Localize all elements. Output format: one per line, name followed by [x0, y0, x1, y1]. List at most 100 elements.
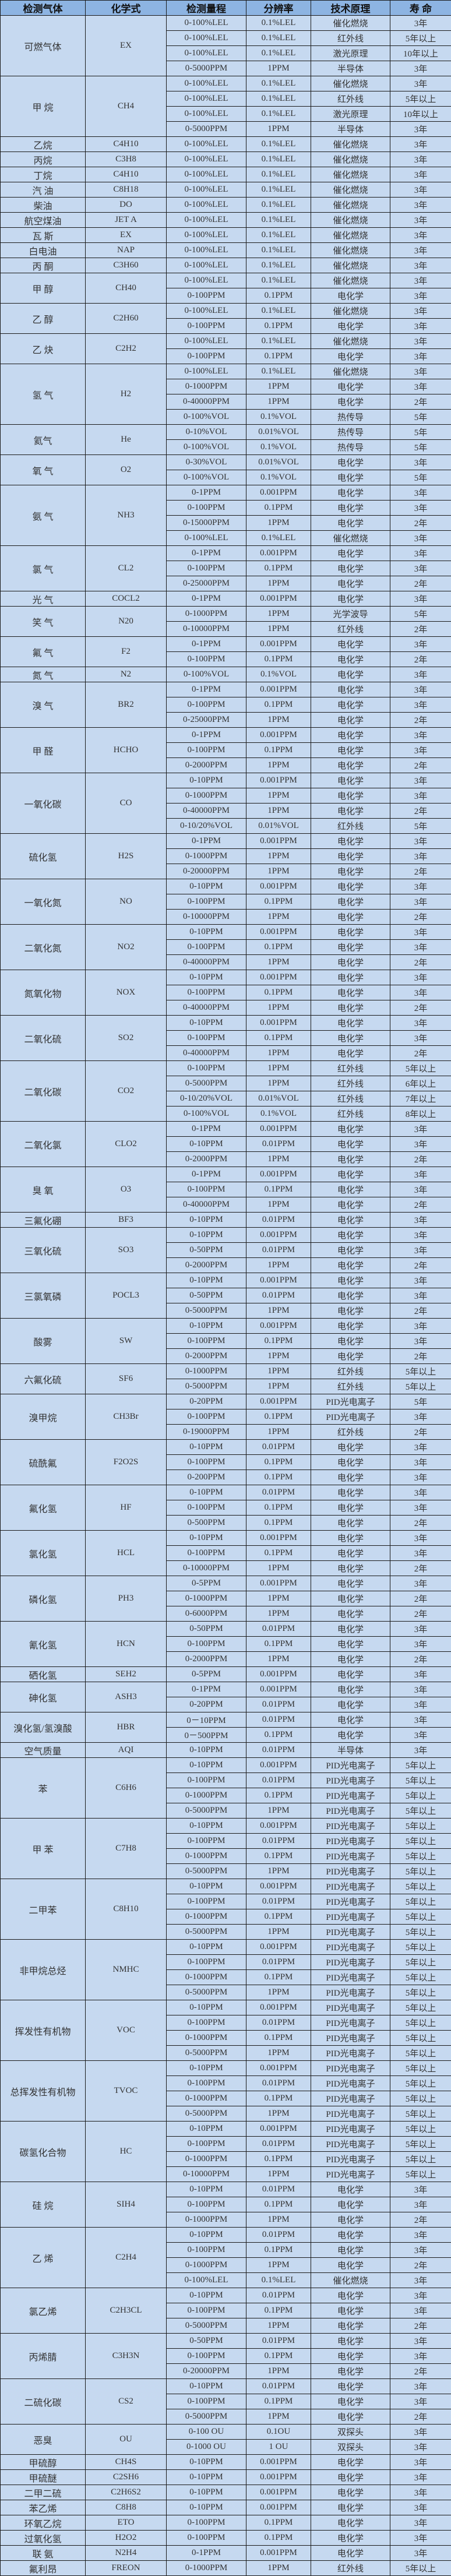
resolution-cell: 0.001PPM	[246, 1879, 311, 1894]
range-cell: 0-1000PPM	[167, 788, 246, 804]
formula-cell: NMHC	[86, 1940, 167, 2000]
technology-cell: 热传导	[311, 410, 390, 425]
lifespan-cell: 2年	[390, 1425, 451, 1440]
gas-name-cell: 柴油	[1, 198, 86, 213]
technology-cell: 电化学	[311, 2258, 390, 2273]
resolution-cell: 0.1PPM	[246, 1637, 311, 1652]
range-cell: 0-20PPM	[167, 1394, 246, 1409]
gas-name-cell: 乙烷	[1, 137, 86, 152]
resolution-cell: 0.01PPM	[246, 2379, 311, 2394]
lifespan-cell: 3年	[390, 1697, 451, 1712]
gas-name-cell: 航空煤油	[1, 213, 86, 228]
range-cell: 0-100PPM	[167, 743, 246, 758]
range-cell: 0-10000PPM	[167, 622, 246, 637]
resolution-cell: 0.001PPM	[246, 2455, 311, 2470]
resolution-cell: 0.1PPM	[246, 2349, 311, 2364]
range-cell: 0-5000PPM	[167, 2318, 246, 2334]
lifespan-cell: 2年	[390, 652, 451, 667]
technology-cell: 电化学	[311, 2531, 390, 2546]
lifespan-cell: 3年	[390, 1637, 451, 1652]
lifespan-cell: 5年以上	[390, 1864, 451, 1879]
gas-name-cell: 乙 醇	[1, 304, 86, 334]
lifespan-cell: 3年	[390, 591, 451, 607]
resolution-cell: 1PPM	[246, 1076, 311, 1091]
resolution-cell: 0.1PPM	[246, 349, 311, 364]
gas-name-cell: 氰化氢	[1, 1622, 86, 1667]
gas-name-cell: 笑 气	[1, 607, 86, 637]
resolution-cell: 0.01PPM	[246, 1485, 311, 1500]
technology-cell: 催化燃烧	[311, 152, 390, 167]
lifespan-cell: 3年	[390, 561, 451, 576]
gas-name-cell: 硒化氢	[1, 1667, 86, 1682]
lifespan-cell: 3年	[390, 1622, 451, 1637]
formula-cell: CH3Br	[86, 1394, 167, 1440]
resolution-cell: 0.1%VOL	[246, 470, 311, 485]
technology-cell: 电化学	[311, 2364, 390, 2379]
lifespan-cell: 5年以上	[390, 1758, 451, 1773]
range-cell: 0-1000PPM	[167, 2561, 246, 2576]
lifespan-cell: 3年	[390, 288, 451, 304]
range-cell: 0-10PPM	[167, 925, 246, 940]
technology-cell: PID光电离子	[311, 1864, 390, 1879]
gas-name-cell: 汽 油	[1, 182, 86, 198]
gas-name-cell: 硫酰氟	[1, 1440, 86, 1485]
technology-cell: 电化学	[311, 1122, 390, 1137]
resolution-cell: 0.1PPM	[246, 894, 311, 910]
resolution-cell: 0.001PPM	[246, 1273, 311, 1288]
resolution-cell: 0.001PPM	[246, 1016, 311, 1031]
resolution-cell: 1PPM	[246, 1000, 311, 1016]
resolution-cell: 1PPM	[246, 864, 311, 879]
resolution-cell: 0.1PPM	[246, 288, 311, 304]
technology-cell: 电化学	[311, 804, 390, 819]
lifespan-cell: 3年	[390, 273, 451, 288]
formula-cell: BF3	[86, 1213, 167, 1228]
gas-name-cell: 总挥发性有机物	[1, 2061, 86, 2122]
range-cell: 0-6000PPM	[167, 1606, 246, 1622]
lifespan-cell: 5年以上	[390, 1819, 451, 1834]
range-cell: 0-10PPM	[167, 1940, 246, 1955]
lifespan-cell: 3年	[390, 1531, 451, 1546]
technology-cell: 电化学	[311, 728, 390, 743]
gas-name-cell: 瓦 斯	[1, 228, 86, 243]
technology-cell: 电化学	[311, 1016, 390, 1031]
technology-cell: PID光电离子	[311, 1803, 390, 1819]
range-cell: 0-10PPM	[167, 2061, 246, 2076]
range-cell: 0-100PPM	[167, 1546, 246, 1561]
lifespan-cell: 2年	[390, 1197, 451, 1213]
technology-cell: 电化学	[311, 2470, 390, 2485]
technology-cell: 电化学	[311, 1167, 390, 1182]
header-lifespan: 寿 命	[390, 1, 451, 16]
resolution-cell: 0.01PPM	[246, 1622, 311, 1637]
lifespan-cell: 2年	[390, 1561, 451, 1576]
technology-cell: 电化学	[311, 1288, 390, 1303]
lifespan-cell: 5年以上	[390, 1879, 451, 1894]
range-cell: 0-40000PPM	[167, 394, 246, 410]
resolution-cell: 0.1%LEL	[246, 107, 311, 122]
technology-cell: 电化学	[311, 788, 390, 804]
resolution-cell: 0.01PPM	[246, 1243, 311, 1258]
resolution-cell: 0.01PPM	[246, 1440, 311, 1455]
technology-cell: PID光电离子	[311, 1894, 390, 1909]
range-cell: 0-2000PPM	[167, 1152, 246, 1167]
range-cell: 0-100%LEL	[167, 364, 246, 379]
technology-cell: 催化燃烧	[311, 76, 390, 91]
technology-cell: 红外线	[311, 1091, 390, 1106]
technology-cell: 电化学	[311, 743, 390, 758]
resolution-cell: 0.1%VOL	[246, 440, 311, 455]
range-cell: 0-20PPM	[167, 1697, 246, 1712]
resolution-cell: 0.1%LEL	[246, 228, 311, 243]
lifespan-cell: 3年	[390, 167, 451, 182]
technology-cell: PID光电离子	[311, 1834, 390, 1849]
formula-cell: CH4S	[86, 2455, 167, 2470]
range-cell: 0-100PPM	[167, 1834, 246, 1849]
